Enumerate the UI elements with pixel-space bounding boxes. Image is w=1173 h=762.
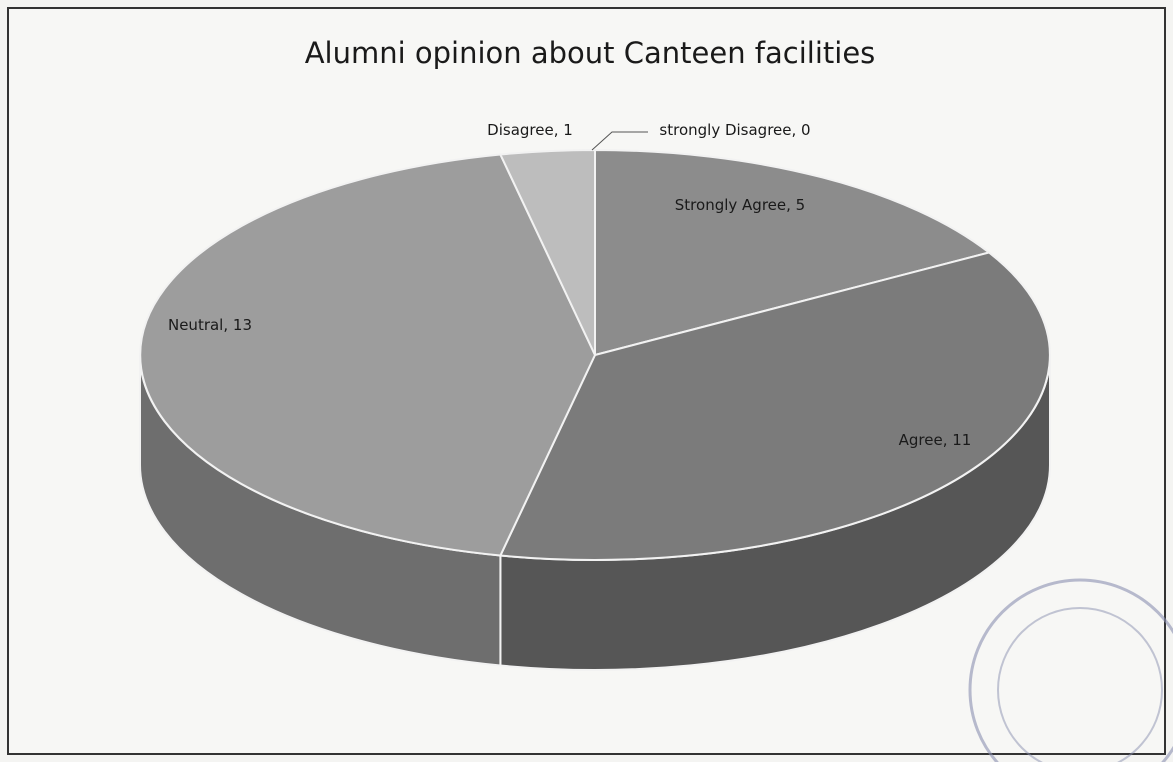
data-label: Agree, 11 bbox=[899, 431, 972, 449]
label-separator: , bbox=[786, 196, 796, 214]
data-label: strongly Disagree, 0 bbox=[659, 121, 810, 139]
category-label: strongly Disagree bbox=[659, 121, 791, 139]
leader-line bbox=[591, 131, 648, 151]
data-label: Neutral, 13 bbox=[168, 316, 252, 334]
value-label: 1 bbox=[563, 121, 573, 139]
category-label: Agree bbox=[899, 431, 943, 449]
data-label: Strongly Agree, 5 bbox=[675, 196, 805, 214]
value-label: 11 bbox=[952, 431, 971, 449]
value-label: 0 bbox=[801, 121, 811, 139]
data-label: Disagree, 1 bbox=[487, 121, 573, 139]
value-label: 5 bbox=[796, 196, 806, 214]
pie-slice bbox=[594, 148, 992, 357]
category-label: Neutral bbox=[168, 316, 223, 334]
chart-title: Alumni opinion about Canteen facilities bbox=[305, 36, 876, 70]
stamp bbox=[968, 578, 1173, 762]
pie-slice bbox=[139, 153, 597, 557]
stamp-inner bbox=[997, 607, 1163, 762]
category-label: Disagree bbox=[487, 121, 554, 139]
category-label: Strongly Agree bbox=[675, 196, 786, 214]
label-separator: , bbox=[223, 316, 233, 334]
label-separator: , bbox=[943, 431, 953, 449]
pie-slice bbox=[498, 251, 1051, 561]
label-separator: , bbox=[554, 121, 564, 139]
label-separator: , bbox=[792, 121, 802, 139]
value-label: 13 bbox=[233, 316, 252, 334]
